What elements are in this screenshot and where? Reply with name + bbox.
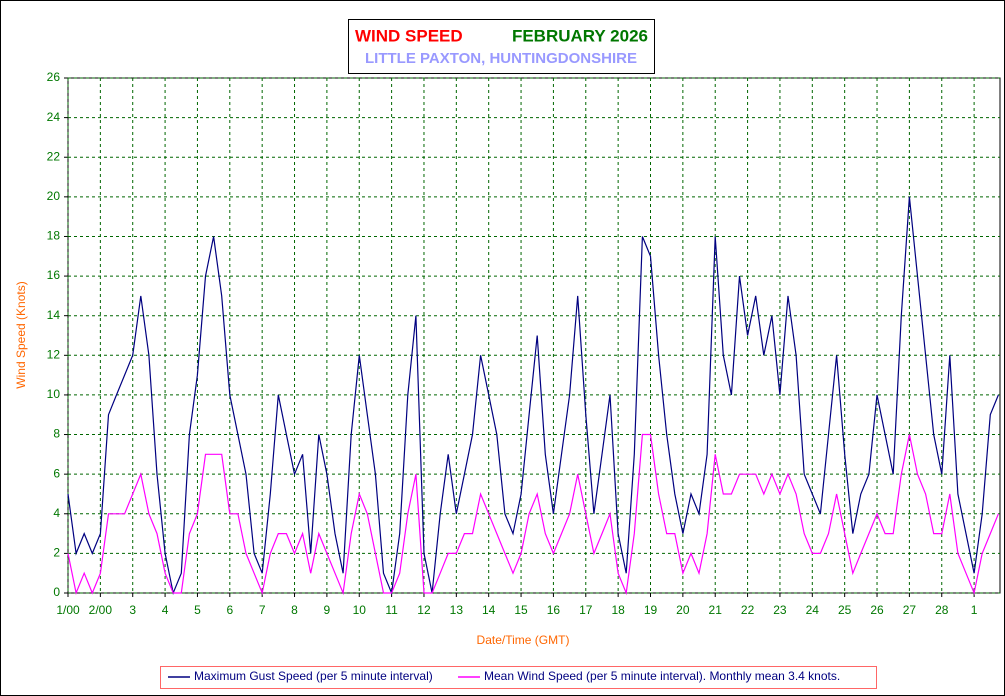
x-tick-label: 17 (579, 603, 593, 617)
chart-title: WIND SPEED (355, 26, 463, 45)
x-tick-label: 4 (162, 603, 169, 617)
x-tick-label: 11 (385, 603, 398, 617)
x-tick-label: 14 (482, 603, 496, 617)
legend-label: Mean Wind Speed (per 5 minute interval).… (484, 669, 840, 683)
x-tick-label: 1 (971, 603, 978, 617)
series-line (67, 433, 999, 596)
chart-subtitle: LITTLE PAXTON, HUNTINGDONSHIRE (365, 50, 637, 67)
y-tick-label: 18 (47, 229, 61, 243)
y-tick-label: 24 (47, 110, 61, 124)
y-tick-label: 22 (47, 149, 61, 163)
x-tick-label: 10 (353, 603, 367, 617)
series-line (67, 196, 999, 596)
y-tick-label: 26 (47, 70, 61, 84)
y-tick-label: 20 (47, 189, 61, 203)
x-tick-label: 24 (806, 603, 820, 617)
y-tick-label: 0 (53, 585, 60, 599)
x-tick-label: 15 (514, 603, 528, 617)
y-tick-label: 8 (53, 427, 60, 441)
y-tick-label: 4 (53, 506, 60, 520)
y-tick-label: 14 (47, 308, 61, 322)
x-tick-label: 21 (709, 603, 723, 617)
x-tick-label: 13 (450, 603, 464, 617)
y-tick-label: 2 (53, 546, 60, 560)
x-tick-label: 3 (129, 603, 136, 617)
legend-box (160, 666, 877, 689)
x-tick-label: 6 (226, 603, 233, 617)
x-tick-label: 19 (644, 603, 658, 617)
y-tick-label: 6 (53, 466, 60, 480)
x-tick-label: 20 (676, 603, 690, 617)
legend-label: Maximum Gust Speed (per 5 minute interva… (194, 669, 433, 683)
y-tick-label: 10 (47, 387, 61, 401)
x-tick-label: 1/00 (56, 603, 80, 617)
x-tick-label: 5 (194, 603, 201, 617)
x-axis-label: Date/Time (GMT) (477, 633, 570, 647)
x-tick-label: 22 (741, 603, 755, 617)
y-axis-label: Wind Speed (Knots) (14, 281, 28, 388)
x-tick-label: 16 (547, 603, 561, 617)
y-tick-label: 16 (47, 268, 61, 282)
x-tick-label: 26 (870, 603, 884, 617)
x-tick-label: 8 (291, 603, 298, 617)
title-box (348, 19, 655, 74)
x-tick-label: 28 (935, 603, 949, 617)
x-tick-label: 2/00 (89, 603, 113, 617)
x-tick-label: 27 (903, 603, 917, 617)
x-tick-label: 9 (324, 603, 331, 617)
plot-area (67, 77, 1001, 594)
x-tick-label: 18 (611, 603, 625, 617)
x-tick-label: 7 (259, 603, 266, 617)
y-tick-label: 12 (47, 347, 61, 361)
x-tick-label: 12 (417, 603, 431, 617)
x-tick-label: 23 (773, 603, 787, 617)
chart-period: FEBRUARY 2026 (512, 26, 648, 45)
x-tick-label: 25 (838, 603, 852, 617)
